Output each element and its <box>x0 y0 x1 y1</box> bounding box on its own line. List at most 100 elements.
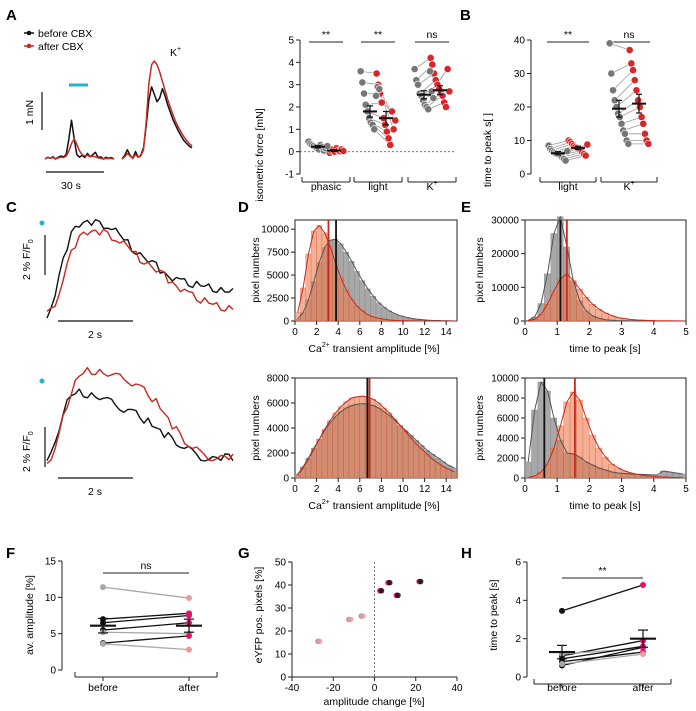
d-hist2-xtick-label: 8 <box>379 484 385 495</box>
f-cat-before: before <box>88 682 118 694</box>
a-cat-phasic: phasic <box>311 181 341 193</box>
a-scale-s-label: 30 s <box>61 180 81 192</box>
panel-a-legend: before CBX after CBX <box>24 28 92 53</box>
b-plot-point-before <box>609 86 617 95</box>
f-plot-pair-line <box>102 614 190 624</box>
e-hist2-bar-after <box>602 456 609 479</box>
b-plot-point-after <box>644 139 653 148</box>
b-ylabel: time to peak s[ ] <box>482 113 494 187</box>
e-hist1-xtick-label: 0 <box>522 327 528 338</box>
g-ytick-label: 40 <box>275 581 287 592</box>
d-hist2-bar-after <box>402 431 409 479</box>
c-stimulus-dot-1 <box>39 220 45 226</box>
ar-plot-point-before <box>410 65 419 73</box>
h-plot-ytick-label: 0 <box>515 673 521 684</box>
h-plot-point-before <box>559 607 565 614</box>
f-plot-point-before <box>100 584 106 591</box>
d-hist2-bar-after <box>294 474 301 479</box>
ar-plot-point-after <box>443 65 452 73</box>
c-trace-row1-before <box>46 218 234 319</box>
d-hist1-bar-after <box>300 287 306 322</box>
d-hist2-ytick-label: 4000 <box>267 424 290 435</box>
e-hist1-bar-after <box>544 304 551 322</box>
e-hist1-fit-after <box>528 273 683 322</box>
h-plot-ytick-label: 4 <box>515 596 521 607</box>
e-hist2-bar-after <box>563 401 570 479</box>
d-hist2-bar-after <box>440 466 447 479</box>
d-hist1-xtick-label: 4 <box>335 327 341 338</box>
d-hist2-bar-after <box>381 407 387 479</box>
e-hist2-fit-before <box>527 381 683 476</box>
d-hist2-xtick-label: 6 <box>357 484 363 495</box>
d1-xlabel-sup: 2+ <box>322 342 330 349</box>
c-trace-row2-after <box>46 366 234 464</box>
d-hist2-bar-after <box>419 449 425 479</box>
ar-plot-point-after <box>377 98 386 107</box>
f-plot-point-after <box>186 595 192 602</box>
ar-plot-point-after <box>442 103 450 111</box>
d-hist2-bar-after <box>359 395 366 479</box>
d-hist1-xtick-label: 14 <box>441 327 453 338</box>
g-point-right <box>417 578 424 585</box>
d1-xlabel: Ca2+ transient amplitude [%] <box>308 342 439 355</box>
d1-ylabel: pixel numbers <box>250 237 262 302</box>
ar-plot-point-before <box>426 67 434 76</box>
d-hist2-bar-after <box>338 406 344 479</box>
e-hist1-xtick-label: 4 <box>651 327 657 338</box>
h-ylabel: time to peak [s] <box>488 579 500 650</box>
c-calcium-traces <box>46 218 234 464</box>
d-hist1-ytick-label: 2500 <box>267 294 290 305</box>
c-trace-row1-after <box>46 228 234 312</box>
f-plot-pair-line <box>102 631 190 635</box>
d-hist1-ytick-label: 5000 <box>267 271 290 282</box>
e-hist2-fit-after <box>528 391 683 479</box>
panel-label-d: D <box>238 199 249 216</box>
h-cat-after: after <box>632 682 654 694</box>
c-scale-label-2: 2 % F/F0 <box>21 431 35 472</box>
c-scale-label-2-sub: 0 <box>28 431 35 435</box>
e-hist2-ytick-label: 2000 <box>497 454 520 465</box>
a-kplus-label: K+ <box>170 46 181 59</box>
d-hist2-xtick-label: 2 <box>314 484 320 495</box>
f-plot-ytick-label: 5 <box>50 629 56 640</box>
g-ytick-label: 10 <box>275 650 287 661</box>
d-hist2-bar-after <box>429 459 436 479</box>
b-plot-point-before <box>617 119 626 128</box>
h-plot-point-after <box>640 582 646 588</box>
f-plot-pair-line <box>102 586 190 599</box>
h-plot-pair-line <box>561 647 644 655</box>
ar-plot-point-before <box>370 125 379 134</box>
b-cat-k-letter: K <box>623 181 630 193</box>
a-force-plot: -1 0 1 2 3 4 5 ** ** ns <box>285 29 457 183</box>
g-xtick-label: 20 <box>410 683 422 694</box>
a-cat-k-sup: + <box>433 180 437 187</box>
b-plot-ytick-label: 0 <box>519 170 525 181</box>
b-plot-point-before <box>607 69 616 78</box>
h-plot-point-before <box>559 660 565 667</box>
d-hist2-bar-after <box>370 399 376 479</box>
h-plot-ytick-label: 2 <box>515 634 521 645</box>
f-plot-point-after <box>186 646 192 653</box>
d-hist1-ytick-label: 10000 <box>261 225 289 236</box>
d-hist2-ytick-label: 2000 <box>267 449 290 460</box>
ar-plot-point-before <box>360 89 368 98</box>
panel-label-g: G <box>238 545 250 562</box>
e-hist1-ytick-label: 0 <box>513 317 519 328</box>
b-cat-k: K+ <box>623 180 634 193</box>
g-point-right <box>386 579 393 586</box>
b-plot-pair-line <box>612 69 634 91</box>
b-ylabel-main: time to peak <box>482 129 494 187</box>
g-ytick-label: 20 <box>275 627 287 638</box>
d-hist2-bar-after <box>451 471 457 479</box>
b-cat-k-sup: + <box>630 180 634 187</box>
b-plot-ytick-label: 40 <box>514 36 526 47</box>
ar-plot-point-after <box>384 134 393 143</box>
a-trace-kplus-before <box>121 86 193 160</box>
d-hist1-bar-after <box>354 306 360 322</box>
d2-xlabel-rest: transient amplitude [%] <box>330 500 440 512</box>
g-point-right <box>316 638 323 645</box>
ar-plot-point-before <box>356 67 365 76</box>
d-hist2-bar-after <box>316 439 322 479</box>
ar-plot-point-after <box>428 60 437 69</box>
